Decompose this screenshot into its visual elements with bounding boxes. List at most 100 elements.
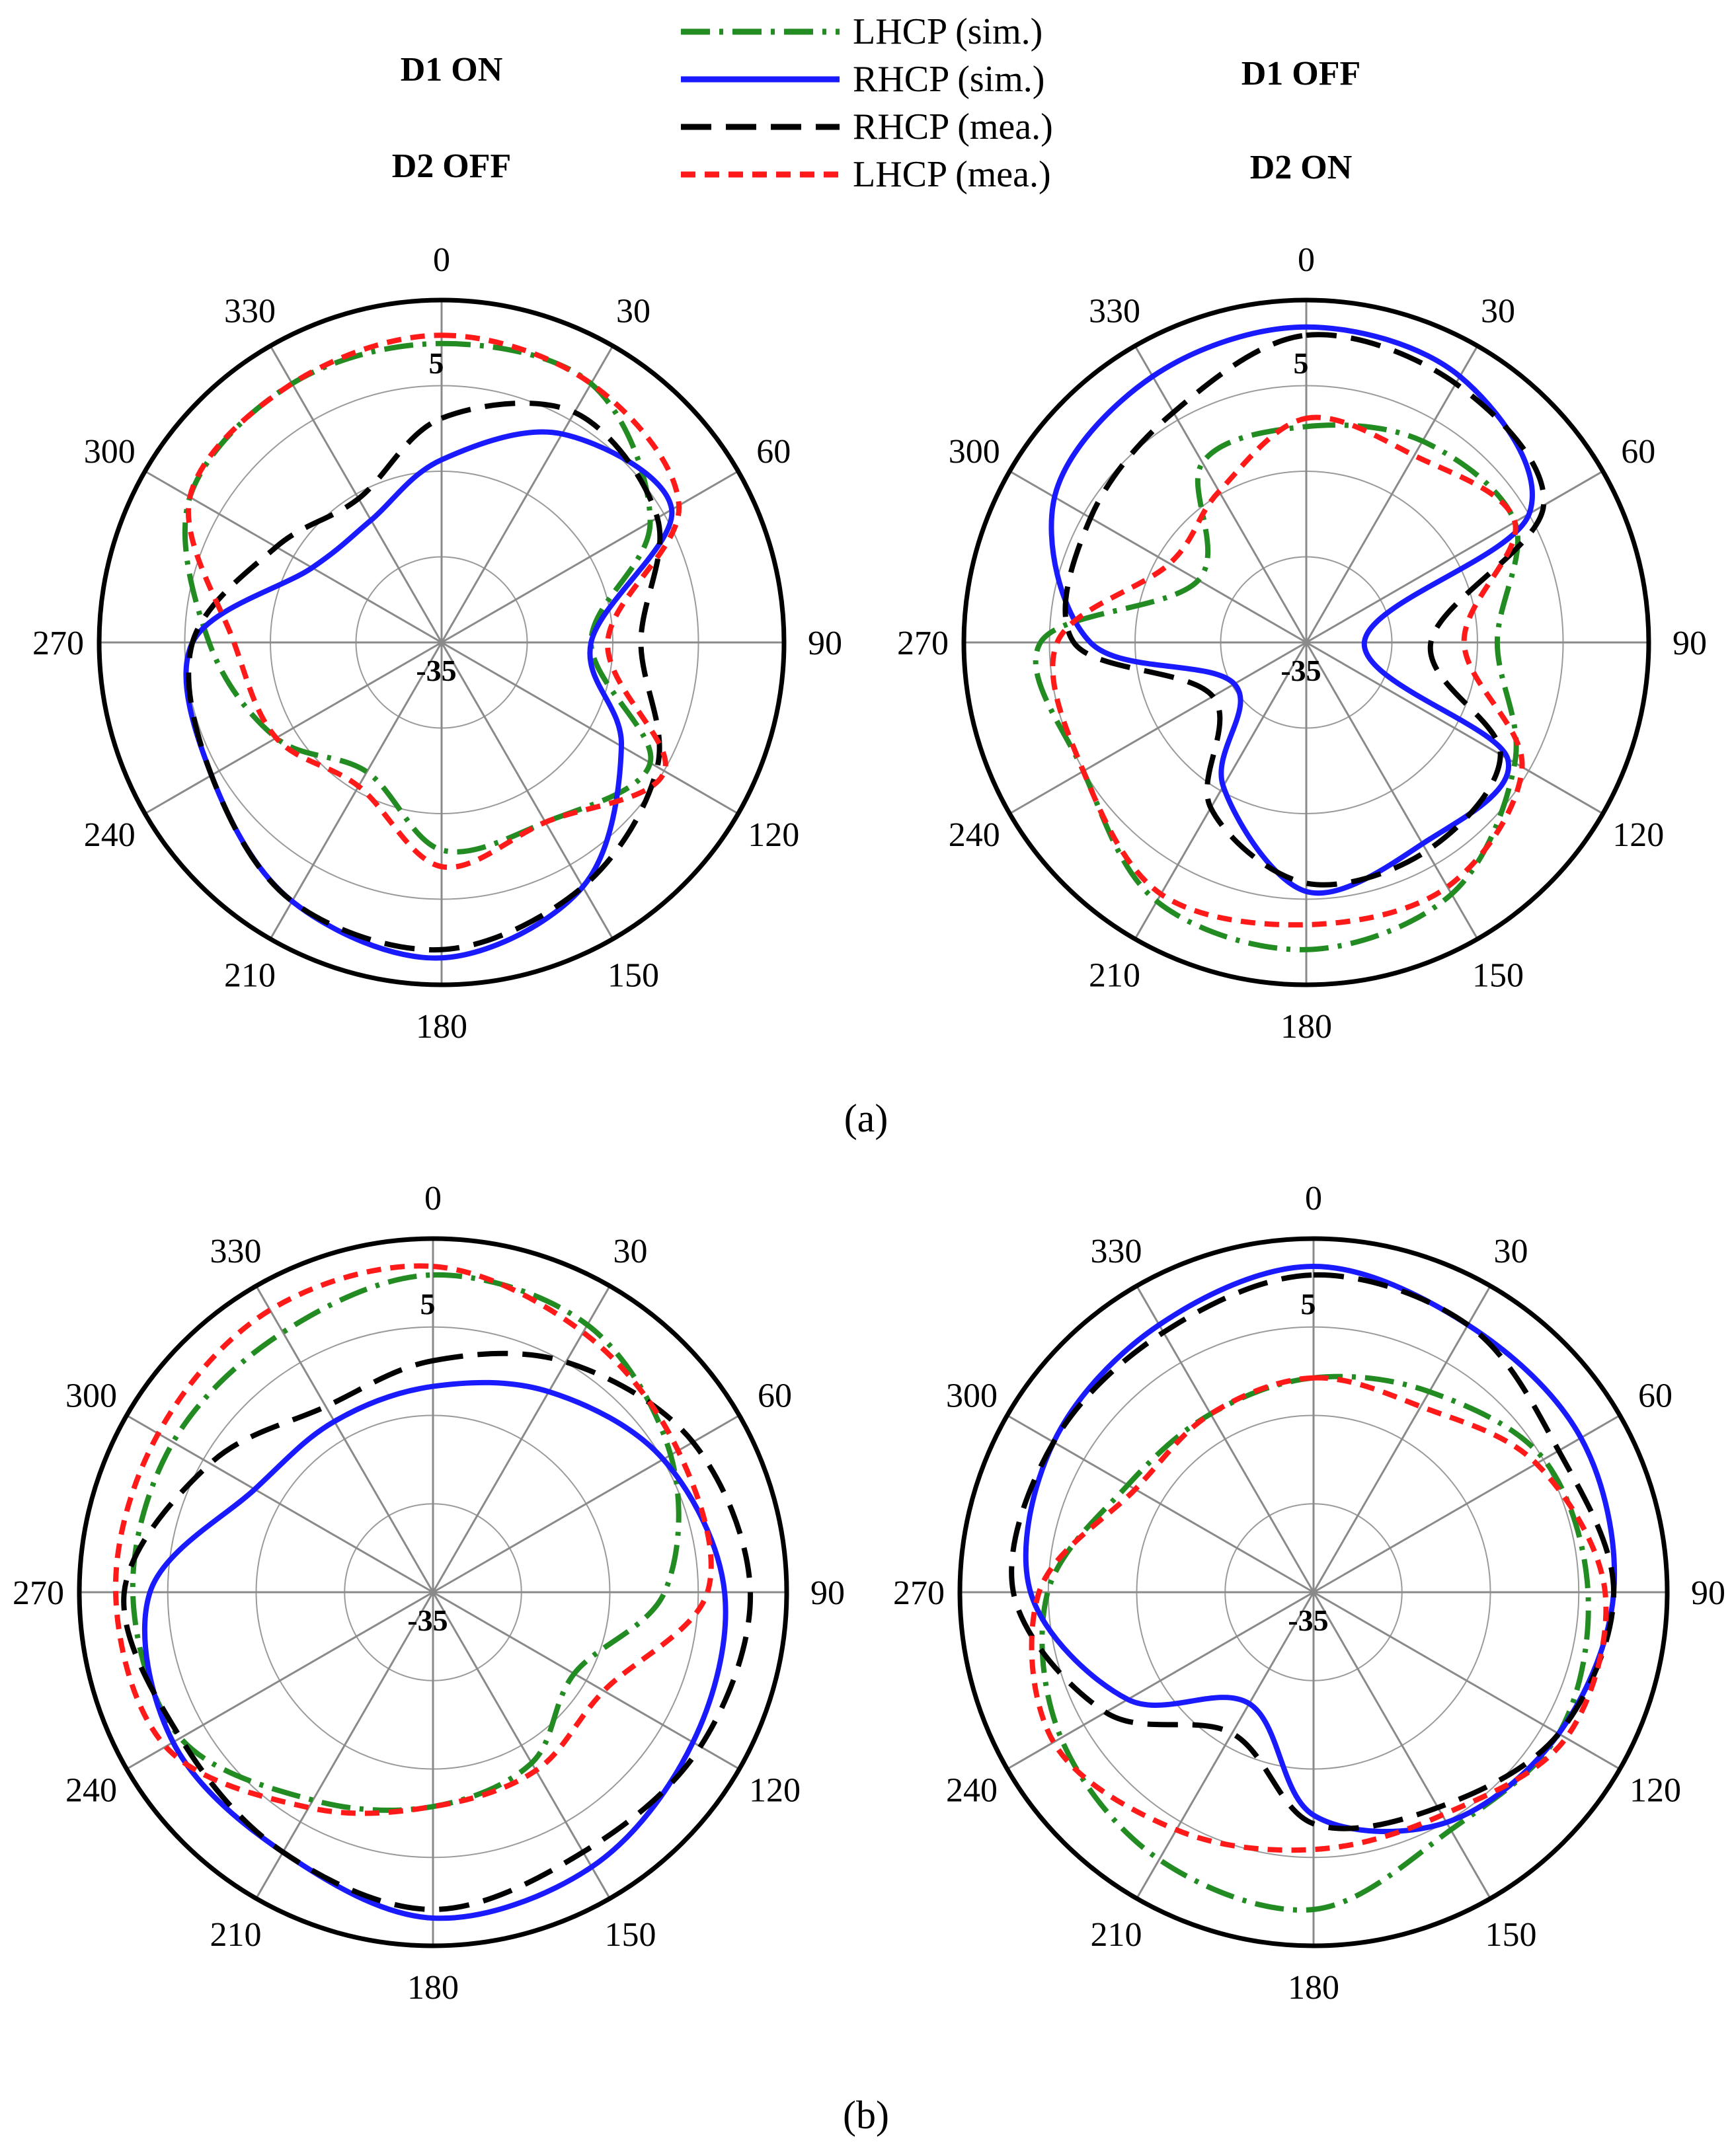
angle-tick-label-120: 120 xyxy=(1630,1772,1681,1810)
angle-tick-label-180: 180 xyxy=(1288,1969,1339,2007)
radial-tick-label-center: -35 xyxy=(407,1603,448,1637)
outer-circle xyxy=(77,1236,789,1948)
spoke-330 xyxy=(269,345,443,643)
series-lhcp-sim xyxy=(130,1272,682,1813)
angle-tick-label-150: 150 xyxy=(608,956,659,994)
spoke-60 xyxy=(441,470,739,644)
angle-tick-label-0: 0 xyxy=(424,1180,442,1217)
angle-tick-label-210: 210 xyxy=(1089,956,1140,994)
spoke-240 xyxy=(126,1591,434,1770)
polar-plot-a-right: 0 30 60 90 120 150 180 210 240 270 300 330 5 -35 xyxy=(897,241,1707,1046)
spoke-60 xyxy=(1313,1414,1621,1594)
angle-tick-label-240: 240 xyxy=(946,1772,998,1810)
angle-tick-label-30: 30 xyxy=(613,1233,648,1270)
caption-a: (a) xyxy=(844,1097,888,1140)
angle-tick-label-300: 300 xyxy=(946,1377,998,1415)
outer-circle xyxy=(957,1236,1670,1948)
angle-tick-label-210: 210 xyxy=(210,1916,262,1954)
series-rhcp-mea xyxy=(1062,332,1547,888)
angle-tick-label-60: 60 xyxy=(758,1377,792,1415)
spoke-30 xyxy=(440,345,614,643)
series-rhcp-sim xyxy=(1023,1264,1618,1834)
radial-tick-label-center: -35 xyxy=(1288,1603,1328,1637)
spoke-210 xyxy=(1134,642,1308,940)
angle-tick-label-120: 120 xyxy=(749,1772,801,1810)
angle-tick-label-300: 300 xyxy=(65,1377,117,1415)
spoke-210 xyxy=(269,642,443,940)
legend-label-rhcp-mea: RHCP (mea.) xyxy=(853,106,1053,147)
spoke-30 xyxy=(1305,345,1479,643)
series-lhcp-sim xyxy=(1039,1373,1591,1913)
radial-tick-label-center: -35 xyxy=(416,654,456,687)
polar-plot-a-left: 0 30 60 90 120 150 180 210 240 270 300 330 5 -35 xyxy=(32,241,842,1046)
spoke-210 xyxy=(1136,1592,1315,1900)
angle-tick-label-180: 180 xyxy=(416,1008,467,1046)
series-lhcp-mea xyxy=(112,1263,714,1816)
spoke-330 xyxy=(1136,1285,1315,1593)
angle-tick-label-0: 0 xyxy=(1298,241,1315,279)
legend: LHCP (sim.) RHCP (sim.) RHCP (mea.) LHCP (m… xyxy=(681,11,1053,195)
series-rhcp-sim xyxy=(141,1379,728,1921)
radial-tick-label-outer: 5 xyxy=(420,1287,436,1321)
radial-tick-label-center: -35 xyxy=(1280,654,1321,687)
angle-tick-label-60: 60 xyxy=(1638,1377,1673,1415)
angle-tick-label-60: 60 xyxy=(1621,433,1655,471)
series-rhcp-sim xyxy=(183,429,675,961)
caption-b: (b) xyxy=(843,2093,889,2137)
spoke-300 xyxy=(144,470,442,644)
angle-tick-label-330: 330 xyxy=(210,1233,262,1270)
radial-tick-label-outer: 5 xyxy=(1294,346,1309,380)
angle-tick-label-270: 270 xyxy=(893,1574,945,1612)
angle-tick-label-330: 330 xyxy=(224,293,276,330)
series-lhcp-mea xyxy=(185,332,682,870)
spoke-30 xyxy=(1312,1285,1491,1593)
legend-label-rhcp-sim: RHCP (sim.) xyxy=(853,59,1044,100)
radial-tick-label-outer: 5 xyxy=(429,346,444,380)
angle-tick-label-30: 30 xyxy=(1481,293,1515,330)
angle-tick-label-330: 330 xyxy=(1089,293,1140,330)
angle-tick-label-90: 90 xyxy=(810,1574,845,1612)
angle-tick-label-150: 150 xyxy=(605,1916,656,1954)
outer-circle xyxy=(961,297,1651,987)
left-state-line2: D2 OFF xyxy=(392,147,512,185)
spoke-330 xyxy=(255,1285,434,1593)
spoke-300 xyxy=(1009,470,1307,644)
angle-tick-label-300: 300 xyxy=(949,433,1000,471)
spoke-240 xyxy=(1006,1591,1314,1770)
angle-tick-label-270: 270 xyxy=(13,1574,64,1612)
spoke-330 xyxy=(1134,345,1308,643)
series-lhcp-sim xyxy=(1033,422,1520,952)
left-state-line1: D1 ON xyxy=(401,51,503,89)
angle-tick-label-300: 300 xyxy=(84,433,136,471)
spoke-150 xyxy=(1312,1592,1491,1900)
spoke-300 xyxy=(126,1414,434,1594)
spoke-120 xyxy=(432,1591,740,1770)
polar-plot-b-right: 0 30 60 90 120 150 180 210 240 270 300 330 5 -35 xyxy=(893,1180,1725,2007)
angle-tick-label-210: 210 xyxy=(224,956,276,994)
angle-tick-label-120: 120 xyxy=(1612,816,1664,854)
spoke-120 xyxy=(441,641,739,815)
radial-tick-label-outer: 5 xyxy=(1301,1287,1316,1321)
angle-tick-label-90: 90 xyxy=(808,625,842,662)
series-rhcp-mea xyxy=(121,1350,754,1912)
angle-tick-label-30: 30 xyxy=(1494,1233,1528,1270)
series-rhcp-sim xyxy=(1048,324,1535,896)
angle-tick-label-240: 240 xyxy=(84,816,136,854)
angle-tick-label-150: 150 xyxy=(1472,956,1524,994)
spoke-150 xyxy=(432,1592,611,1900)
legend-label-lhcp-sim: LHCP (sim.) xyxy=(853,11,1043,52)
spoke-240 xyxy=(144,641,442,815)
outer-circle xyxy=(97,297,787,987)
angle-tick-label-0: 0 xyxy=(1305,1180,1322,1217)
angle-tick-label-90: 90 xyxy=(1691,1574,1725,1612)
series-rhcp-mea xyxy=(186,400,663,953)
angle-tick-label-120: 120 xyxy=(748,816,799,854)
series-lhcp-mea xyxy=(1050,414,1525,928)
polar-plot-b-left: 0 30 60 90 120 150 180 210 240 270 300 330 5 -35 xyxy=(13,1180,845,2007)
spoke-210 xyxy=(255,1592,434,1900)
angle-tick-label-180: 180 xyxy=(1280,1008,1332,1046)
angle-tick-label-270: 270 xyxy=(32,625,84,662)
spoke-150 xyxy=(1305,642,1479,940)
